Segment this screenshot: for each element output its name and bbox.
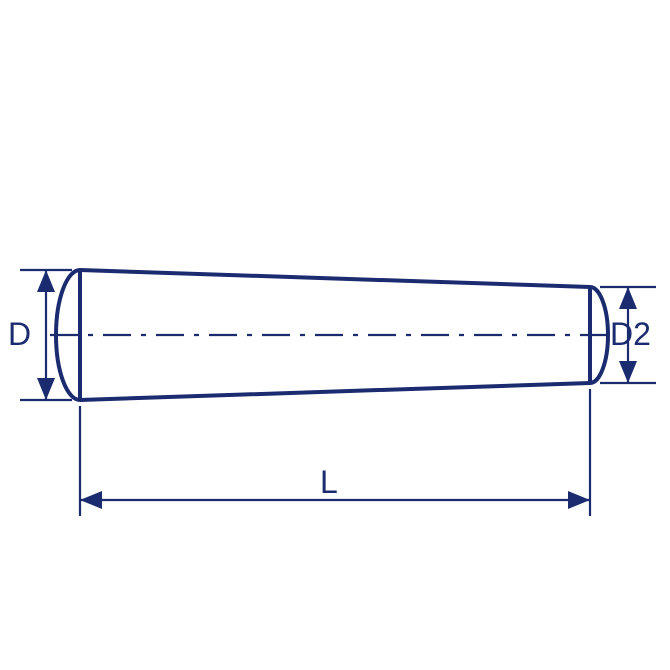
arrow-head	[619, 361, 637, 383]
arrow-head	[80, 491, 102, 509]
arrow-head	[568, 491, 590, 509]
taper-pin-diagram: D D2 L	[0, 0, 670, 670]
arrow-head	[619, 287, 637, 309]
dim-d-label: D	[8, 316, 31, 352]
dim-d2-label: D2	[610, 316, 651, 352]
arrow-head	[37, 270, 55, 292]
dim-l-label: L	[320, 464, 338, 500]
arrow-head	[37, 378, 55, 400]
